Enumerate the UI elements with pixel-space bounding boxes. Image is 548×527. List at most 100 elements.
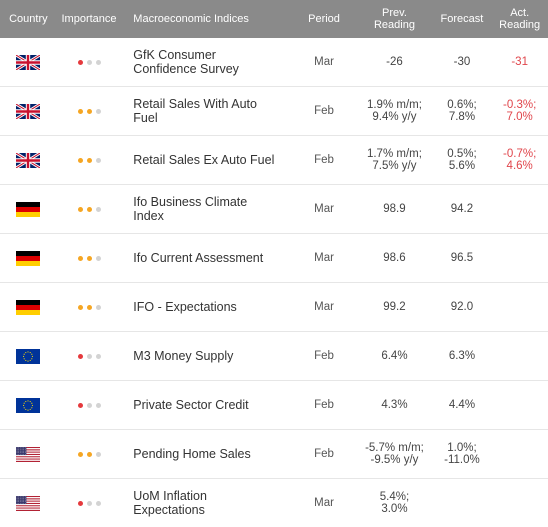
- table-row: Retail Sales With Auto Fuel Feb 1.9% m/m…: [0, 87, 548, 136]
- country-cell: [0, 87, 57, 135]
- us-flag-icon: [16, 495, 41, 511]
- indicator-name: Ifo Current Assessment: [133, 251, 264, 265]
- uk-flag-icon: [16, 152, 41, 168]
- indicator-name: IFO - Expectations: [133, 300, 237, 314]
- forecast-cell: 96.5: [450, 252, 474, 264]
- importance-dot-2: [86, 451, 92, 457]
- actual-reading-cell: [491, 381, 548, 429]
- indicator-name: Retail Sales Ex Auto Fuel: [133, 153, 275, 167]
- importance-dot-1: [77, 500, 83, 506]
- country-cell: [0, 136, 57, 184]
- prev-reading-cell: 6.4%: [381, 350, 408, 362]
- actual-reading-cell: [491, 283, 548, 331]
- uk-flag-icon: [16, 54, 41, 70]
- country-cell: [0, 283, 57, 331]
- period-cell: Feb: [314, 350, 334, 362]
- prev-reading-cell: -26: [386, 56, 403, 68]
- actual-reading-cell: [491, 332, 548, 380]
- prev-reading-cell: 1.9% m/m; 9.4% y/y: [366, 99, 422, 123]
- indicator-name: Pending Home Sales: [133, 447, 251, 461]
- importance-dots: [77, 59, 101, 65]
- importance-dot-1: [77, 304, 83, 310]
- importance-cell: [57, 479, 122, 527]
- prev-reading-cell: 5.4%; 3.0%: [379, 491, 410, 515]
- forecast-cell: 4.4%: [448, 399, 476, 411]
- actual-reading-cell: -0.3%; 7.0%: [503, 99, 537, 123]
- forecast-cell: 0.6%; 7.8%: [447, 99, 477, 123]
- country-cell: [0, 479, 57, 527]
- forecast-cell: 92.0: [450, 301, 474, 313]
- prev-reading-cell: 98.9: [383, 203, 406, 215]
- importance-dot-1: [77, 157, 83, 163]
- importance-dots: [77, 500, 101, 506]
- forecast-cell: -30: [453, 56, 471, 68]
- importance-dot-3: [95, 304, 101, 310]
- importance-cell: [57, 185, 122, 233]
- importance-dot-1: [77, 59, 83, 65]
- country-cell: [0, 38, 57, 86]
- prev-reading-cell: 4.3%: [381, 399, 408, 411]
- eu-flag-icon: [16, 397, 41, 413]
- table-body: GfK Consumer Confidence Survey Mar -26 -…: [0, 38, 548, 527]
- importance-dot-3: [95, 108, 101, 114]
- header-importance: Importance: [61, 13, 117, 25]
- actual-reading-cell: [491, 185, 548, 233]
- importance-cell: [57, 283, 122, 331]
- prev-reading-cell: 1.7% m/m; 7.5% y/y: [366, 148, 422, 172]
- period-cell: Mar: [314, 252, 334, 264]
- germany-flag-icon: [16, 299, 41, 315]
- country-cell: [0, 185, 57, 233]
- period-cell: Mar: [314, 301, 334, 313]
- table-header: Country Importance Macroeconomic Indices…: [0, 0, 548, 38]
- importance-dot-2: [86, 255, 92, 261]
- forecast-cell: 94.2: [450, 203, 474, 215]
- forecast-cell: [433, 479, 492, 527]
- period-cell: Mar: [314, 497, 334, 509]
- header-indices: Macroeconomic Indices: [133, 13, 249, 25]
- table-row: Private Sector Credit Feb 4.3% 4.4%: [0, 381, 548, 430]
- importance-cell: [57, 430, 122, 478]
- importance-dot-2: [86, 500, 92, 506]
- period-cell: Mar: [314, 203, 334, 215]
- period-cell: Feb: [314, 105, 334, 117]
- table-row: Pending Home Sales Feb -5.7% m/m; -9.5% …: [0, 430, 548, 479]
- importance-dot-3: [95, 59, 101, 65]
- indicator-name: Private Sector Credit: [133, 398, 249, 412]
- importance-dots: [77, 206, 101, 212]
- country-cell: [0, 430, 57, 478]
- actual-reading-cell: [491, 430, 548, 478]
- importance-cell: [57, 234, 122, 282]
- importance-cell: [57, 136, 122, 184]
- importance-dot-2: [86, 353, 92, 359]
- importance-dot-2: [86, 157, 92, 163]
- importance-dots: [77, 353, 101, 359]
- importance-dots: [77, 402, 101, 408]
- uk-flag-icon: [16, 103, 41, 119]
- importance-dot-1: [77, 206, 83, 212]
- prev-reading-cell: 99.2: [383, 301, 406, 313]
- importance-dot-1: [77, 402, 83, 408]
- importance-dot-3: [95, 157, 101, 163]
- importance-dot-3: [95, 255, 101, 261]
- period-cell: Feb: [314, 448, 334, 460]
- country-cell: [0, 332, 57, 380]
- importance-dots: [77, 157, 101, 163]
- prev-reading-cell: 98.6: [383, 252, 406, 264]
- importance-dot-2: [86, 59, 92, 65]
- forecast-cell: 1.0%; -11.0%: [444, 442, 480, 466]
- header-prev-reading: Prev. Reading: [373, 7, 415, 31]
- table-row: Ifo Current Assessment Mar 98.6 96.5: [0, 234, 548, 283]
- table-row: Ifo Business Climate Index Mar 98.9 94.2: [0, 185, 548, 234]
- indicator-name: UoM Inflation Expectations: [133, 489, 207, 517]
- importance-dot-3: [95, 402, 101, 408]
- importance-dot-3: [95, 500, 101, 506]
- period-cell: Mar: [314, 56, 334, 68]
- importance-dots: [77, 451, 101, 457]
- germany-flag-icon: [16, 201, 41, 217]
- table-row: GfK Consumer Confidence Survey Mar -26 -…: [0, 38, 548, 87]
- importance-cell: [57, 87, 122, 135]
- importance-dot-2: [86, 402, 92, 408]
- importance-dot-3: [95, 353, 101, 359]
- germany-flag-icon: [16, 250, 41, 266]
